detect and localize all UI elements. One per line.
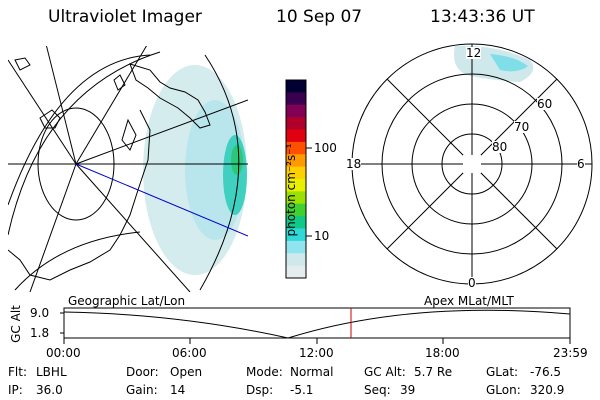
colorbar-band [286,80,306,93]
coastline [113,74,126,91]
colorbar-frame [285,79,307,279]
altitude-x-tick: 12:00 [299,346,334,360]
colorbar-band [286,265,306,279]
glat-value: -76.5 [530,365,562,379]
geographic-map [8,46,248,292]
gcalt-label: GC Alt: [364,365,406,379]
mlat-label-80: 80 [492,140,508,154]
coastline [129,63,211,129]
colorbar-band [286,253,306,267]
ground-track [75,163,248,237]
meridian-line [75,99,248,165]
coastline [121,118,137,151]
mlt-label-0: 0 [468,276,476,290]
pole-box [463,155,481,173]
altitude-chart [60,307,571,344]
colorbar-tick-label: 10 [314,229,330,243]
glat-label: GLat: [486,365,519,379]
colorbar-band [286,129,306,143]
instrument-title: Ultraviolet Imager [48,7,202,27]
mode-label: Mode: [246,365,283,379]
colorbar-band [286,141,306,155]
time-label: 13:43:36 UT [430,7,535,27]
date-label: 10 Sep 07 [276,7,363,27]
gain-label: Gain: [126,383,158,397]
colorbar-band [286,203,306,217]
ip-label: IP: [8,383,23,397]
gcalt-value: 5.7 Re [414,365,453,379]
altitude-axis-label: GC Alt [9,305,23,343]
coastline [39,109,61,129]
colorbar-band [286,92,306,106]
aurora-bright [490,54,528,72]
flt-value: LBHL [36,365,67,379]
mode-value: Normal [290,365,334,379]
mlt-label-18: 18 [346,157,362,171]
glon-label: GLon: [486,383,521,397]
meridian-line [45,46,77,165]
dsp-label: Dsp: [246,383,274,397]
latitude-arc [199,54,240,291]
meridian-line [75,163,191,292]
colorbar-unit-label: photon cm⁻²s⁻¹ [284,143,298,237]
apex-caption: Apex MLat/MLT [424,294,514,308]
flt-label: Flt: [8,365,27,379]
geographic-caption: Geographic Lat/Lon [68,294,186,308]
coastline [8,109,151,281]
coastline [14,57,31,71]
altitude-y-tick: 1.8 [30,326,50,340]
altitude-x-tick: 23:59 [553,346,588,360]
mlt-label-12: 12 [466,46,482,60]
colorbar-tick-label: 100 [314,141,337,155]
seq-label: Seq: [364,383,391,397]
mlat-label-60: 60 [537,97,553,111]
colorbar [286,80,306,279]
ip-value: 36.0 [36,383,63,397]
colorbar-band [286,166,306,180]
mlt-label-6: 6 [577,157,585,171]
colorbar-band [286,154,306,168]
aurora-bright [231,145,243,175]
latitude-arc [14,231,141,291]
colorbar-band [286,228,306,242]
door-label: Door: [126,365,159,379]
meridian-line [29,163,77,292]
altitude-x-tick: 06:00 [172,346,207,360]
altitude-x-tick: 00:00 [46,346,81,360]
mlat-label-70: 70 [514,120,530,134]
altitude-y-tick: 9.0 [30,306,50,320]
altitude-curve [63,309,571,339]
meridian-line [8,59,77,165]
colorbar-band [286,179,306,192]
polar-plot [351,43,593,285]
colorbar-band [286,216,306,230]
glon-value: 320.9 [530,383,565,397]
meridian-line [75,46,148,165]
dsp-value: -5.1 [290,383,314,397]
altitude-x-tick: 18:00 [425,346,460,360]
gain-value: 14 [170,383,186,397]
colorbar-band [286,191,306,205]
door-value: Open [170,365,203,379]
latitude-arc [8,54,151,206]
seq-value: 39 [400,383,416,397]
colorbar-band [286,117,306,131]
colorbar-band [286,104,306,118]
colorbar-band [286,240,306,254]
latitude-arc [8,51,161,236]
altitude-frame [63,307,571,339]
